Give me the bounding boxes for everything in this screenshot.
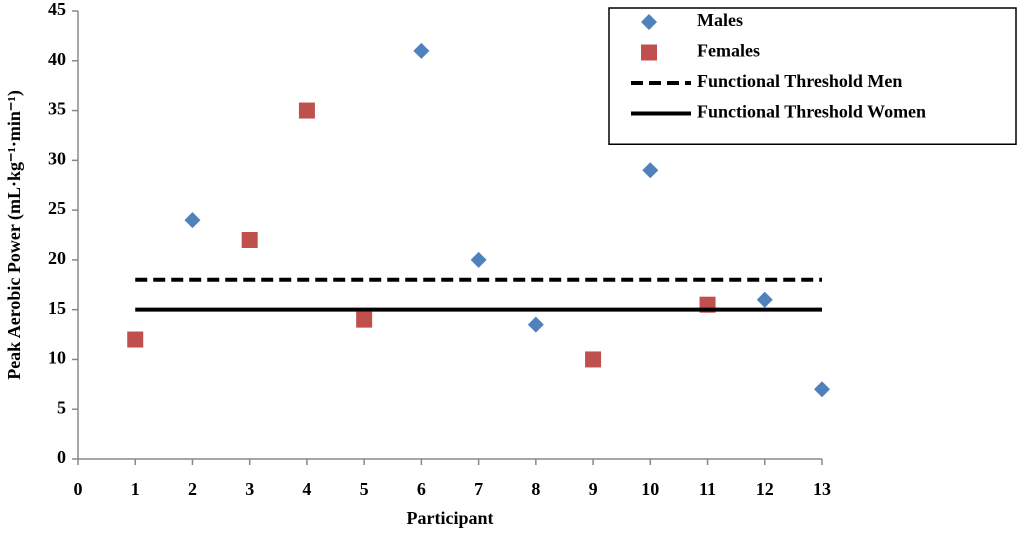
x-tick-label: 2 xyxy=(188,479,197,499)
y-tick-label: 10 xyxy=(48,348,66,368)
x-tick-label: 3 xyxy=(245,479,254,499)
legend-box xyxy=(608,7,1017,145)
data-point xyxy=(241,231,258,248)
data-point xyxy=(413,42,430,59)
x-tick-label: 11 xyxy=(699,479,716,499)
data-point xyxy=(642,162,659,179)
y-tick-label: 40 xyxy=(48,49,66,69)
x-tick-label: 13 xyxy=(813,479,831,499)
y-tick-label: 30 xyxy=(48,148,66,168)
data-point xyxy=(470,251,487,268)
x-tick-label: 0 xyxy=(74,479,83,499)
legend-label: Females xyxy=(697,41,760,61)
data-point xyxy=(184,212,201,229)
y-tick-label: 35 xyxy=(48,99,66,119)
x-tick-label: 12 xyxy=(756,479,774,499)
x-tick-label: 7 xyxy=(474,479,483,499)
data-point xyxy=(527,316,544,333)
y-axis-label: Peak Aerobic Power (mL·kg⁻¹·min⁻¹) xyxy=(4,90,25,380)
data-point xyxy=(585,351,602,368)
x-axis-label: Participant xyxy=(407,508,494,528)
legend-label: Males xyxy=(697,10,743,30)
legend-marker xyxy=(641,44,657,61)
data-point xyxy=(756,291,773,308)
y-tick-label: 45 xyxy=(48,0,66,19)
y-tick-label: 5 xyxy=(57,397,66,417)
data-point xyxy=(814,381,830,398)
data-point xyxy=(127,331,144,348)
x-tick-label: 6 xyxy=(417,479,426,499)
y-tick-label: 20 xyxy=(48,248,66,268)
x-tick-label: 10 xyxy=(641,479,659,499)
data-point xyxy=(298,102,315,119)
x-tick-label: 8 xyxy=(531,479,540,499)
x-tick-label: 9 xyxy=(589,479,598,499)
legend-marker xyxy=(641,14,657,30)
legend-label: Functional Threshold Men xyxy=(697,71,902,91)
y-tick-label: 0 xyxy=(57,447,66,467)
y-tick-label: 25 xyxy=(48,198,66,218)
data-point xyxy=(356,311,373,328)
x-tick-label: 4 xyxy=(302,479,311,499)
x-tick-label: 1 xyxy=(131,479,140,499)
legend-label: Functional Threshold Women xyxy=(697,102,926,122)
y-tick-label: 15 xyxy=(48,298,66,318)
x-tick-label: 5 xyxy=(360,479,369,499)
